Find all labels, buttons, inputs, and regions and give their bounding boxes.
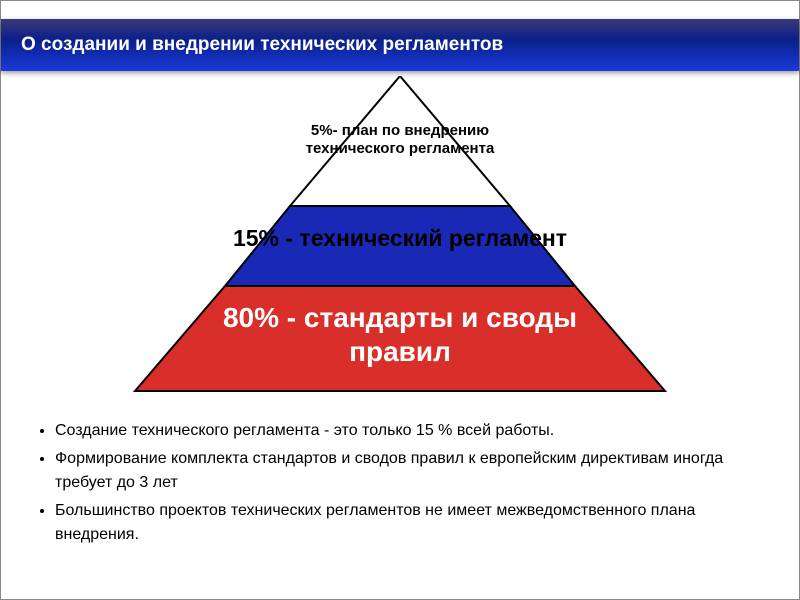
list-item: Создание технического регламента - это т…	[55, 419, 779, 443]
list-item: Формирование комплекта стандартов и свод…	[55, 447, 779, 495]
pyramid-label-middle: 15% - технический регламент	[230, 225, 570, 253]
slide: О создании и внедрении технических регла…	[0, 0, 800, 600]
slide-title: О создании и внедрении технических регла…	[21, 34, 503, 56]
pyramid-label-bottom: 80% - стандарты и своды правил	[180, 301, 620, 368]
list-item: Большинство проектов технических регламе…	[55, 499, 779, 547]
pyramid: 5%- план по внедрению технического регла…	[120, 76, 680, 396]
pyramid-label-top: 5%- план по внедрению технического регла…	[305, 122, 495, 158]
bullet-list: Создание технического регламента - это т…	[31, 419, 779, 551]
title-bar: О создании и внедрении технических регла…	[1, 19, 799, 71]
